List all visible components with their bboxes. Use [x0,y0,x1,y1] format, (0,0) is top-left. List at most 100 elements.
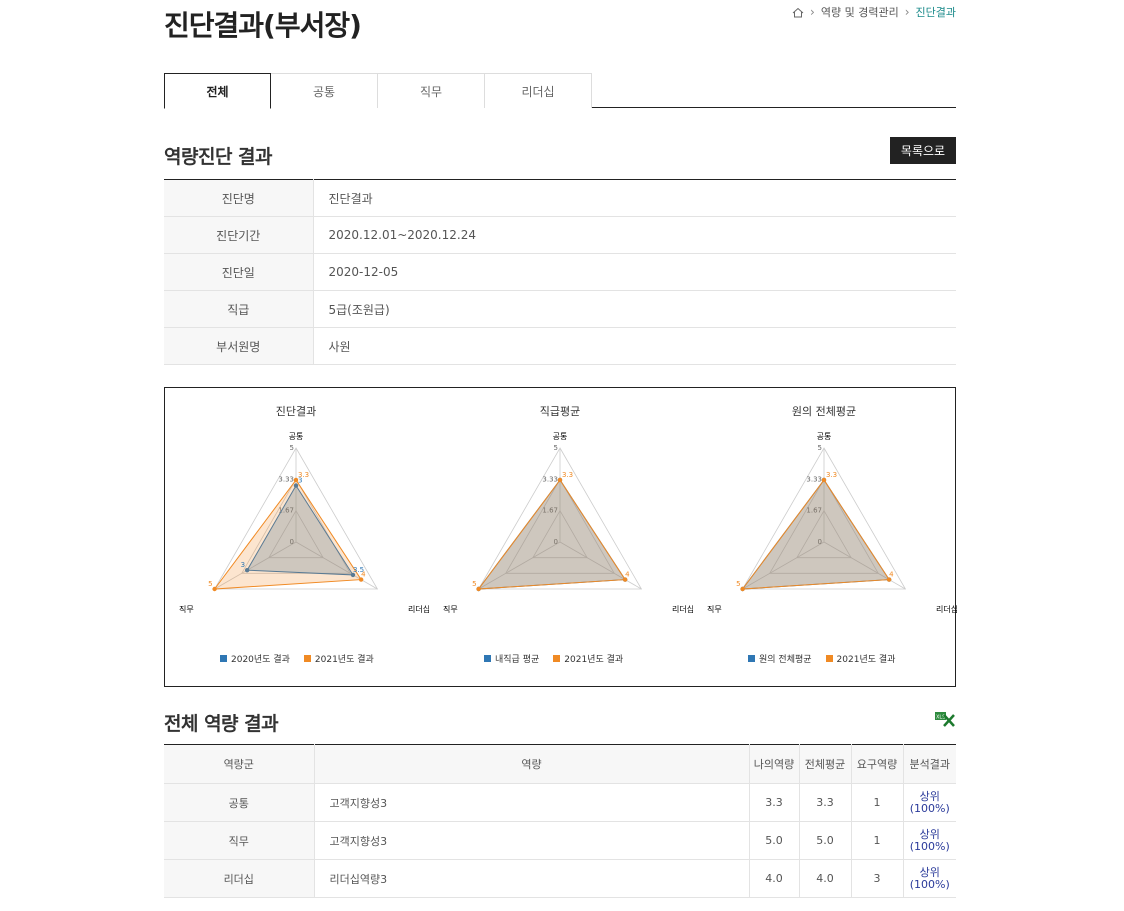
legend-label: 2020년도 결과 [231,655,290,665]
value-label: 3 [298,477,302,485]
analysis-percent: (100%) [909,839,950,853]
tab-bar: 전체 공통 직무 리더십 [164,73,956,109]
axis-label: 리더십 [936,605,957,614]
col-header-mine: 나의역량 [749,744,800,784]
cell-competency: 고객지향성3 [314,821,750,860]
grid-spoke [478,541,561,590]
legend-label: 2021년도 결과 [314,655,374,665]
tab-leadership[interactable]: 리더십 [485,73,592,108]
col-header-group: 역량군 [164,744,315,784]
data-point [358,577,364,582]
info-row: 직급 5급(조원급) [164,290,956,328]
info-value: 사원 [328,339,351,354]
breadcrumb-current[interactable]: 진단결과 [915,6,956,19]
grid-ring [741,447,907,590]
value-label: 3.3 [562,471,573,479]
cell-mine: 4.0 [749,859,800,898]
tick-label: 5 [554,444,558,452]
legend-item[interactable]: 2021년도 결과 [825,652,896,665]
grid-ring [268,509,324,559]
back-to-list-button[interactable]: 목록으로 [890,137,956,164]
analysis-rank: 상위 [919,789,940,803]
chart-legend: 내직급 평균 2021년도 결과 [484,652,623,665]
legend-swatch [748,655,755,662]
legend-label: 2021년도 결과 [564,655,624,665]
legend-item[interactable]: 2021년도 결과 [553,652,623,665]
legend-swatch [553,655,561,662]
table-row: 직무 고객지향성3 5.0 5.0 1 상위 (100%) [164,821,956,860]
legend-swatch [484,655,491,662]
cell-avg: 5.0 [799,821,852,860]
tick-label: 3.33 [278,475,294,483]
data-point [821,477,827,483]
legend-label: 2021년도 결과 [836,655,896,665]
cell-mine: 3.3 [749,783,800,822]
cell-avg: 3.3 [799,783,852,822]
cell-required: 1 [851,783,904,822]
axis-label: 리더십 [408,605,429,614]
legend-label: 내직급 평균 [495,655,540,665]
chart-title: 원의 전체평균 [792,405,856,418]
chart-panel: 진단결과 0 1.67 3.33 5 3 3.5 3 3.3 4 5 공통 리더십 직무 2020년도 결과… [164,387,957,687]
axis-label: 직무 [179,604,194,614]
value-label: 3 [241,561,245,569]
chart-legend: 원의 전체평균 2021년도 결과 [748,652,895,665]
tick-label: 0 [554,538,558,546]
cell-group: 공통 [164,783,315,822]
excel-download-icon[interactable]: XLS [934,710,956,728]
axis-label: 공통 [817,432,832,441]
breadcrumb-item[interactable]: 역량 및 경력관리 [820,6,899,19]
value-label: 5 [208,580,212,588]
info-row: 진단명 진단결과 [164,179,956,217]
tab-all[interactable]: 전체 [164,73,271,109]
home-icon[interactable] [792,7,804,18]
analysis-percent: (100%) [909,801,950,815]
cell-competency: 고객지향성3 [314,783,750,822]
series-area [477,479,627,590]
analysis-percent: (100%) [909,877,950,891]
legend-item[interactable]: 2020년도 결과 [220,652,290,665]
info-row: 부서원명 사원 [164,327,956,365]
col-header-avg: 전체평균 [799,744,852,784]
cell-avg: 4.0 [799,859,852,898]
grid-ring [241,478,351,574]
tab-job[interactable]: 직무 [378,73,485,108]
series-area [741,479,891,590]
info-row: 진단일 2020-12-05 [164,253,956,291]
data-point [350,572,356,578]
cell-group: 리더십 [164,859,315,898]
axis-label: 공통 [553,432,568,441]
data-point [622,577,628,582]
cell-analysis: 상위 (100%) [903,821,956,860]
legend-item[interactable]: 2021년도 결과 [303,652,374,665]
value-label: 3.3 [826,471,837,479]
grid-ring [505,478,615,574]
table-row: 리더십 리더십역량3 4.0 4.0 3 상위 (100%) [164,859,956,898]
cell-required: 1 [851,821,904,860]
value-label: 4 [889,571,894,579]
legend-item[interactable]: 내직급 평균 [484,652,539,665]
grid-ring [477,447,643,590]
value-label: 5 [472,580,476,588]
axis-label: 공통 [289,432,304,441]
cell-analysis: 상위 (100%) [903,783,956,822]
info-table: 진단명 진단결과 진단기간 2020.12.01~2020.12.24 진단일 20… [164,179,956,365]
section-title-diagnosis: 역량진단 결과 [164,146,273,168]
grid-spoke [295,541,378,590]
legend-swatch [220,655,227,662]
tick-label: 3.33 [542,475,558,483]
tab-common[interactable]: 공통 [271,73,378,108]
data-point [293,483,299,488]
cell-competency: 리더십역량3 [314,859,750,898]
chevron-right-icon: › [810,5,815,19]
info-label: 진단일 [164,253,314,291]
cell-required: 3 [851,859,904,898]
data-point [886,577,892,582]
tick-label: 1.67 [278,507,294,515]
tick-label: 5 [818,444,822,452]
legend-item[interactable]: 원의 전체평균 [748,652,812,665]
col-header-required: 요구역량 [851,744,904,784]
value-label: 4 [625,571,630,579]
axis-label: 리더십 [672,605,693,614]
